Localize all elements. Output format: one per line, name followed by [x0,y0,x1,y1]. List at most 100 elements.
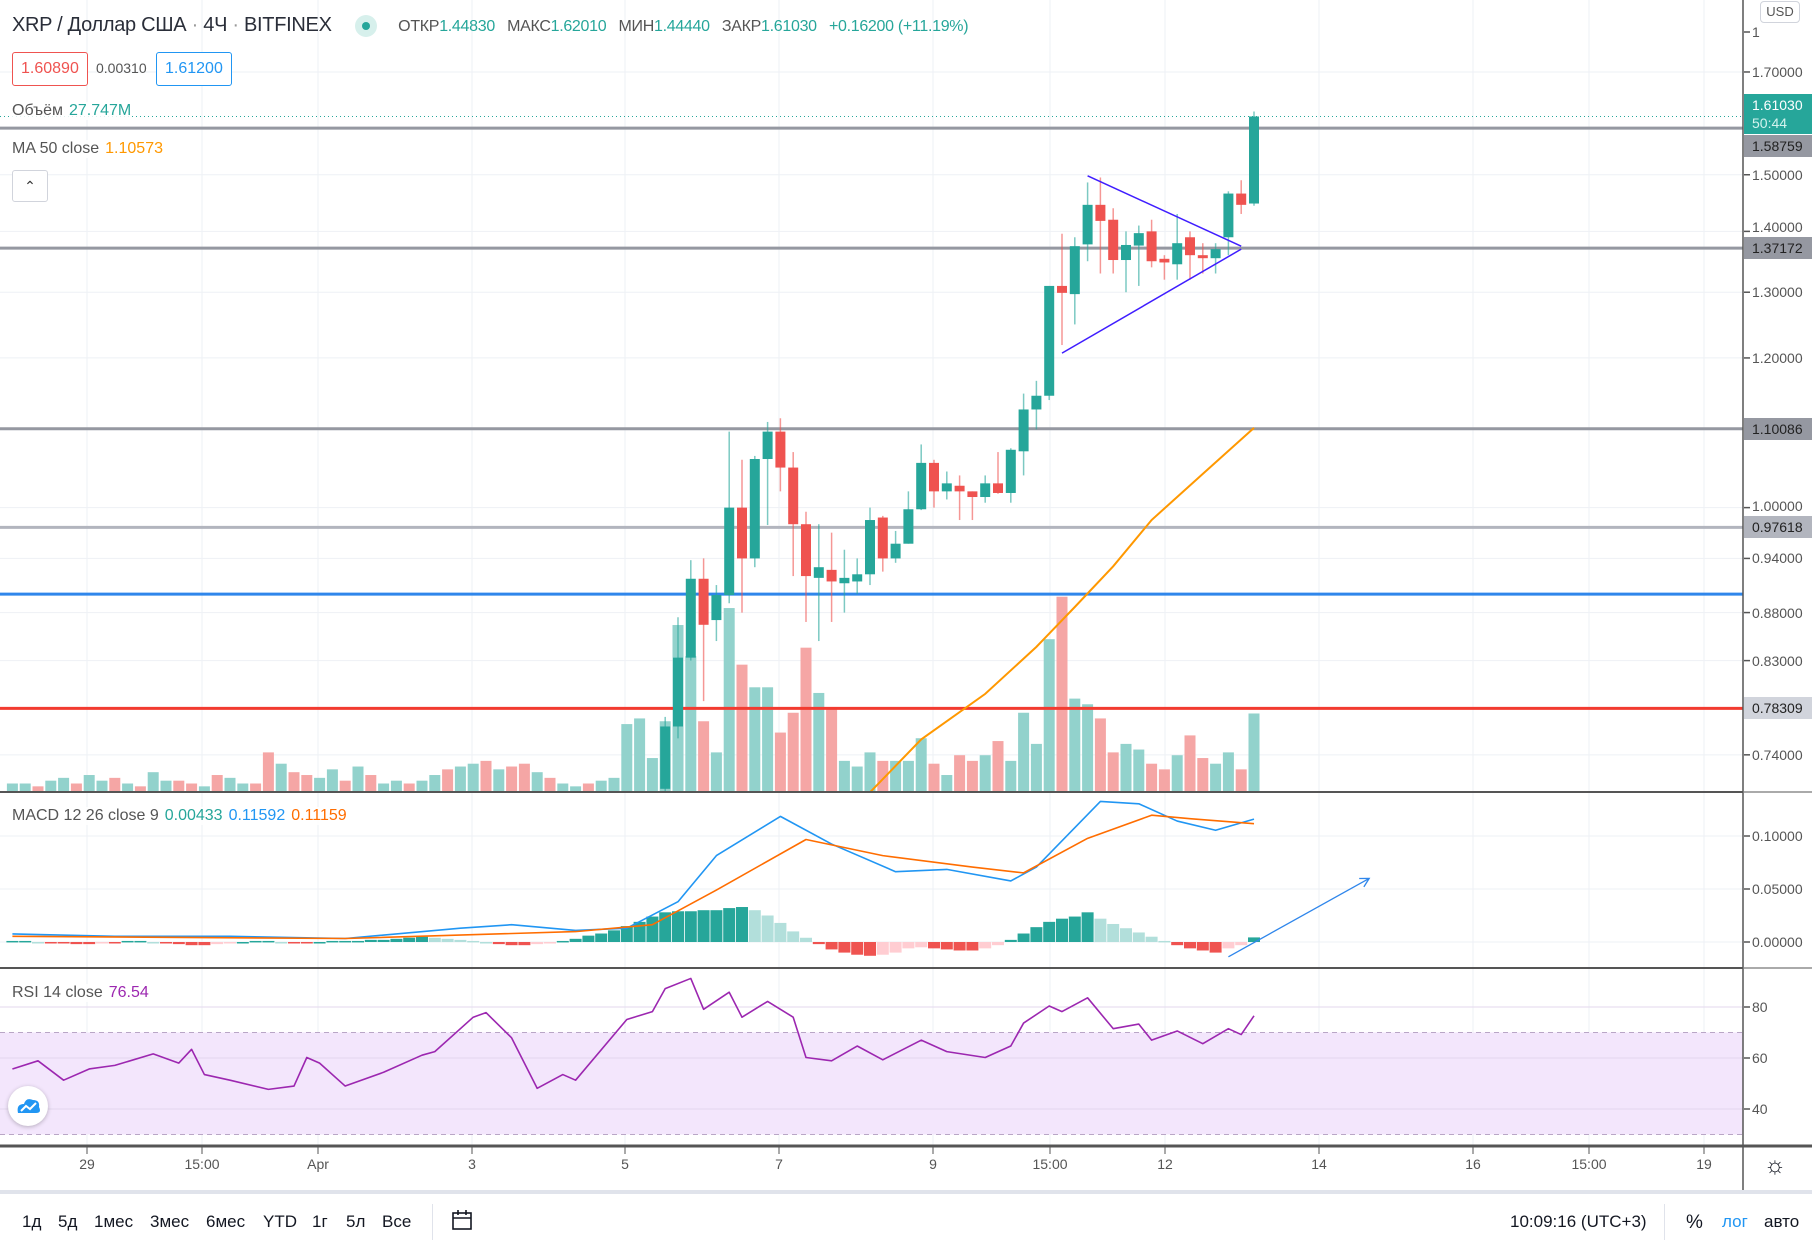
settings-gear-icon[interactable]: ☼ [1764,1152,1786,1179]
range-all[interactable]: Все [382,1212,412,1231]
volume-bar [928,763,940,792]
volume-bar [326,769,338,792]
range-5y[interactable]: 5л [346,1212,366,1231]
range-5d[interactable]: 5д [58,1212,78,1231]
macd-histogram-bar [684,911,697,942]
macd-histogram-bar [953,942,966,951]
candle-body [1044,285,1055,396]
time-tick-label: 15:00 [1032,1156,1068,1172]
range-1m[interactable]: 1мес [94,1212,134,1231]
auto-scale-toggle[interactable]: авто [1764,1212,1800,1231]
candle-body [813,567,824,578]
macd-histogram-bar [1081,912,1094,942]
candle-body [1223,193,1234,238]
macd-histogram-bar [812,942,825,945]
candle-body [788,467,799,525]
macd-histogram-bar [428,937,441,942]
volume-bar [570,786,582,792]
price-tick-label: 1.20000 [1752,349,1803,366]
rsi-tick-label: 80 [1752,999,1768,1015]
macd-histogram-bar [467,940,480,943]
macd-histogram-bar [44,942,57,944]
volume-bar [493,769,505,792]
macd-histogram-bar [352,940,364,943]
level-price-tag: 1.10086 [1744,417,1812,440]
collapse-legend-button[interactable]: ⌃ [12,170,48,202]
change-value: +0.16200 (+11.19%) [828,18,969,35]
currency-button[interactable]: USD [1760,1,1800,23]
macd-histogram-bar [544,942,556,944]
calendar-goto-icon[interactable] [450,1208,474,1237]
macd-histogram-bar [403,937,416,942]
macd-histogram-bar [275,942,288,944]
volume-bar [1222,752,1234,792]
volume-bar [480,760,492,792]
volume-bar [83,775,95,792]
macd-histogram-bar [928,942,940,949]
volume-bar [723,608,735,792]
volume-bar [992,741,1004,792]
candle-body [775,431,786,468]
candle-body [903,509,914,544]
macd-histogram-bar [646,916,659,942]
cloud-logo-icon [17,1099,40,1113]
volume-bar [1107,752,1119,792]
range-3m[interactable]: 3мес [150,1212,190,1231]
volume-bar [557,783,569,792]
macd-histogram-bar [979,942,992,949]
open-label: ОТКР [398,18,440,35]
volume-bar [1094,718,1106,792]
range-6m[interactable]: 6мес [206,1212,246,1231]
divider [1664,1204,1665,1240]
clock-time: 10:09:16 [1510,1212,1577,1231]
symbol-name[interactable]: XRP / Доллар США [12,14,187,36]
separator: · [232,14,239,36]
ma-value: 1.10573 [105,140,163,157]
candle-body [1197,255,1208,259]
log-scale-toggle[interactable]: лог [1722,1212,1748,1231]
price-tick-label: 0.83000 [1752,652,1803,669]
macd-histogram-bar [940,942,953,950]
range-1y[interactable]: 1г [312,1212,328,1231]
macd-tick-label: 0.10000 [1752,828,1803,844]
low-value: 1.44440 [653,18,710,35]
time-tick-label: Apr [307,1156,329,1172]
volume-legend[interactable]: Объём 27.747M [12,102,132,120]
macd-legend[interactable]: MACD 12 26 close 9 0.00433 0.11592 0.11159 [12,807,347,825]
time-tick-label: 29 [79,1156,95,1172]
volume-bar [710,752,722,792]
macd-histogram-bar [96,942,108,944]
macd-histogram-bar [774,922,787,942]
open-value: 1.44830 [439,18,495,35]
volume-bar [1158,769,1170,792]
volume-bar [237,783,249,792]
percent-scale-toggle[interactable]: % [1686,1212,1703,1233]
range-ytd[interactable]: YTD [263,1212,297,1231]
macd-hist-value: 0.00433 [164,807,223,824]
macd-histogram-bar [1132,932,1145,942]
macd-histogram-bar [876,942,889,955]
macd-histogram-bar [608,930,620,942]
macd-histogram-bar [1196,942,1209,951]
macd-histogram-bar [134,940,147,943]
clock[interactable]: 10:09:16 (UTC+3) [1510,1212,1647,1232]
close-value: 1.61030 [761,18,817,35]
price-tick-label: 1.00000 [1752,498,1803,515]
volume-bar [787,712,799,792]
bottom-toolbar: 1д 5д 1мес 3мес 6мес YTD 1г 5л Все 10:09… [0,1190,1812,1248]
volume-bar [621,724,633,792]
volume-bar [851,766,863,792]
ma-legend[interactable]: MA 50 close 1.10573 [12,140,163,158]
sell-button[interactable]: 1.60890 [12,52,88,86]
rsi-legend[interactable]: RSI 14 close 76.54 [12,984,149,1002]
candle-body [1159,258,1170,263]
tradingview-logo[interactable] [8,1086,48,1126]
volume-bar [6,783,18,792]
volume-bar [966,760,978,792]
macd-histogram-bar [992,942,1004,946]
range-1d[interactable]: 1д [22,1212,42,1231]
candle-body [1082,204,1093,245]
buy-button[interactable]: 1.61200 [156,52,232,86]
price-tick-label: 1.70000 [1752,63,1803,80]
